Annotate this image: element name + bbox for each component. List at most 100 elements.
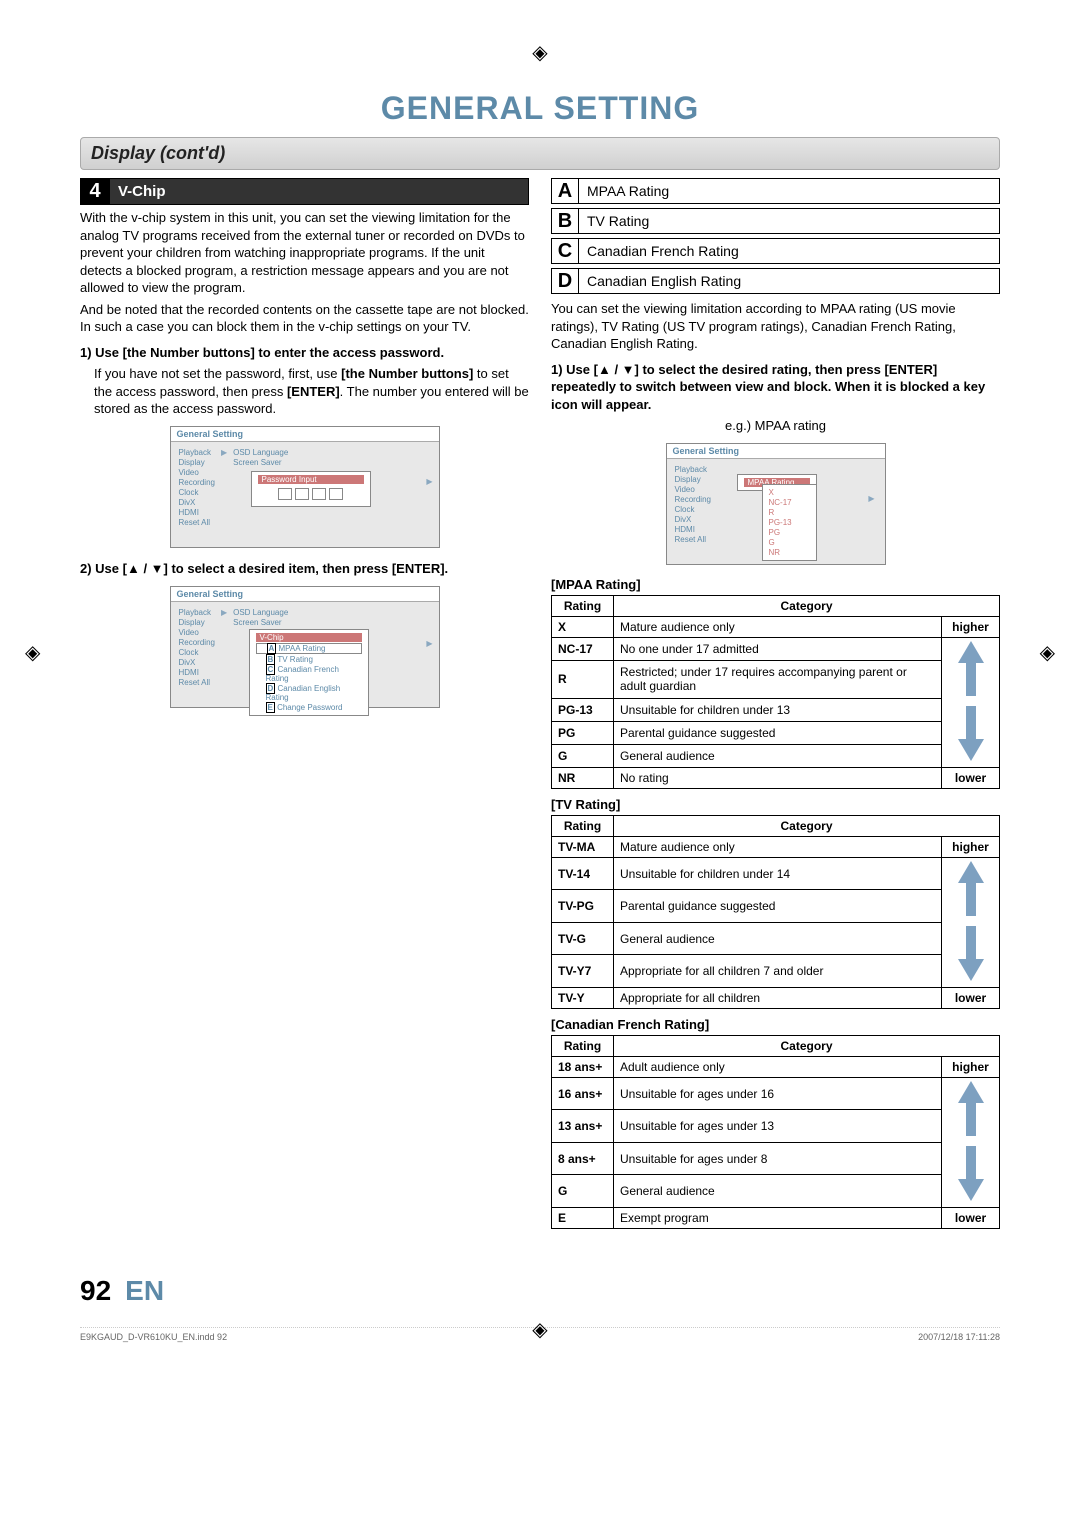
arrow-cell [942, 857, 1000, 987]
file-name: E9KGAUD_D-VR610KU_EN.indd 92 [80, 1332, 227, 1342]
osd-sidebar: Playback Display Video Recording Clock D… [673, 465, 713, 544]
table-row: 13 ans+Unsuitable for ages under 13 [552, 1110, 1000, 1143]
step-title: V-Chip [110, 178, 529, 205]
osd-item: B TV Rating [256, 655, 362, 664]
side-label: lower [942, 1207, 1000, 1228]
triangle-icon: ▶ [426, 477, 432, 486]
section-header: Display (cont'd) [80, 137, 1000, 170]
letter-box: D [551, 268, 579, 294]
rating-cell: 8 ans+ [552, 1142, 614, 1175]
osd-item: Clock [177, 488, 217, 497]
right-intro: You can set the viewing limitation accor… [551, 300, 1000, 353]
substep-2-heading: 2) Use [▲ / ▼] to select a desired item,… [80, 560, 529, 578]
col-header: Rating [552, 1035, 614, 1056]
category-cell: Parental guidance suggested [614, 721, 942, 744]
osd-mpaa-screenshot: General Setting Playback Display Video R… [666, 443, 886, 565]
step-4-header: 4 V-Chip [80, 178, 529, 205]
osd-item: Display [177, 458, 217, 467]
page-lang: EN [125, 1275, 164, 1307]
osd-item: Video [177, 628, 217, 637]
rating-cell: 16 ans+ [552, 1077, 614, 1110]
table-title: [MPAA Rating] [551, 577, 1000, 592]
side-label: higher [942, 616, 1000, 637]
letter-text: Canadian French Rating [579, 238, 1000, 264]
table-row: TV-Y7Appropriate for all children 7 and … [552, 955, 1000, 988]
osd-item: Screen Saver [231, 458, 290, 467]
table-title: [TV Rating] [551, 797, 1000, 812]
rating-cell: TV-G [552, 922, 614, 955]
crop-mark-icon: ◈ [1040, 640, 1055, 665]
osd-item: OSD Language [231, 448, 290, 457]
letter-text: MPAA Rating [579, 178, 1000, 204]
table-row: TV-14Unsuitable for children under 14 [552, 857, 1000, 890]
osd-item: Reset All [673, 535, 713, 544]
osd-item: Clock [177, 648, 217, 657]
osd-item: PG-13 [769, 518, 810, 527]
table-row: 18 ans+Adult audience onlyhigher [552, 1056, 1000, 1077]
rating-cell: X [552, 616, 614, 637]
letter-text: Canadian English Rating [579, 268, 1000, 294]
category-cell: Parental guidance suggested [614, 890, 942, 923]
side-label: higher [942, 1056, 1000, 1077]
triangle-icon: ▶ [426, 639, 432, 648]
rating-cell: G [552, 744, 614, 767]
rating-table: RatingCategory18 ans+Adult audience only… [551, 1035, 1000, 1229]
table-row: 16 ans+Unsuitable for ages under 16 [552, 1077, 1000, 1110]
osd-item: Screen Saver [231, 618, 290, 627]
category-cell: Appropriate for all children 7 and older [614, 955, 942, 988]
osd-item: A MPAA Rating [256, 643, 362, 654]
category-cell: Mature audience only [614, 836, 942, 857]
osd-item: DivX [177, 498, 217, 507]
letter-box: B [551, 208, 579, 234]
rating-cell: NR [552, 767, 614, 788]
osd-item: Reset All [177, 678, 217, 687]
category-cell: Unsuitable for children under 13 [614, 699, 942, 722]
osd-item: Playback [673, 465, 713, 474]
category-cell: General audience [614, 922, 942, 955]
rating-table: RatingCategoryTV-MAMature audience onlyh… [551, 815, 1000, 1009]
example-label: e.g.) MPAA rating [551, 417, 1000, 435]
table-row: NC-17No one under 17 admitted [552, 637, 1000, 660]
page-number: 92 [80, 1275, 111, 1307]
table-row: TV-PGParental guidance suggested [552, 890, 1000, 923]
osd-item: HDMI [177, 668, 217, 677]
category-cell: Unsuitable for children under 14 [614, 857, 942, 890]
table-row: PG-13Unsuitable for children under 13 [552, 699, 1000, 722]
rating-cell: 13 ans+ [552, 1110, 614, 1143]
page-footer: 92 EN [80, 1275, 1000, 1307]
osd-item: NR [769, 548, 810, 557]
letter-text: TV Rating [579, 208, 1000, 234]
side-label: lower [942, 987, 1000, 1008]
table-title: [Canadian French Rating] [551, 1017, 1000, 1032]
password-box [278, 488, 292, 500]
rating-table: RatingCategoryXMature audience onlyhighe… [551, 595, 1000, 789]
rating-cell: TV-Y [552, 987, 614, 1008]
category-cell: Unsuitable for ages under 8 [614, 1142, 942, 1175]
triangle-icon: ▶ [221, 608, 227, 687]
osd-item: HDMI [177, 508, 217, 517]
table-row: TV-YAppropriate for all childrenlower [552, 987, 1000, 1008]
osd-item: PG [769, 528, 810, 537]
right-column: AMPAA RatingBTV RatingCCanadian French R… [551, 178, 1000, 1235]
rating-cell: TV-Y7 [552, 955, 614, 988]
left-column: 4 V-Chip With the v-chip system in this … [80, 178, 529, 1235]
osd-item: Reset All [177, 518, 217, 527]
osd-sidebar: Playback Display Video Recording Clock D… [177, 448, 217, 527]
osd-password-screenshot: General Setting Playback Display Video R… [170, 426, 440, 548]
intro-text-2: And be noted that the recorded contents … [80, 301, 529, 336]
osd-popup-title: V-Chip [256, 633, 362, 642]
category-cell: Appropriate for all children [614, 987, 942, 1008]
rating-cell: NC-17 [552, 637, 614, 660]
osd-item: Playback [177, 448, 217, 457]
table-row: GGeneral audience [552, 1175, 1000, 1208]
triangle-icon: ▶ [221, 448, 227, 527]
category-cell: Unsuitable for ages under 16 [614, 1077, 942, 1110]
letter-row: DCanadian English Rating [551, 268, 1000, 294]
osd-item: OSD Language [231, 608, 290, 617]
table-row: NRNo ratinglower [552, 767, 1000, 788]
osd-item: NC-17 [769, 498, 810, 507]
letter-list: AMPAA RatingBTV RatingCCanadian French R… [551, 178, 1000, 294]
letter-row: BTV Rating [551, 208, 1000, 234]
text: [ENTER] [287, 384, 340, 399]
arrow-cell [942, 1077, 1000, 1207]
